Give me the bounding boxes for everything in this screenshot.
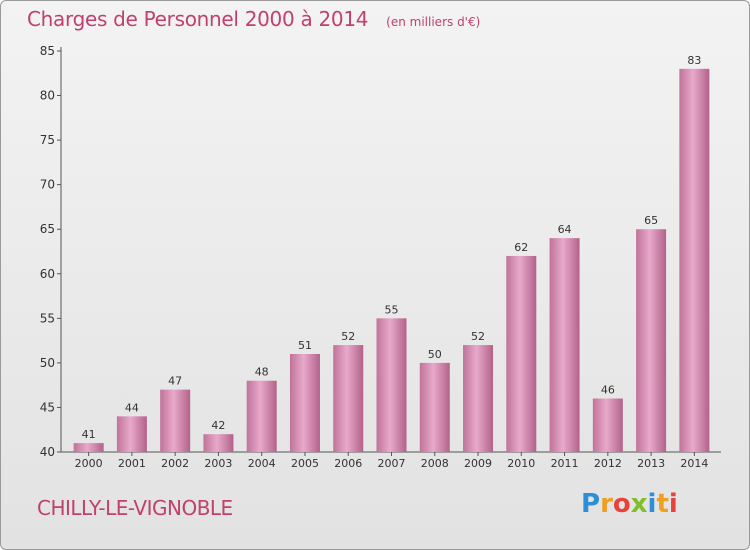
value-label: 83: [687, 54, 701, 67]
bar-2012: [592, 398, 623, 452]
y-tick-label: 55: [40, 311, 55, 325]
value-label: 47: [168, 375, 182, 388]
x-tick-label: 2001: [118, 457, 146, 470]
axes: 40 45 50 55 60 65 70 75 80 85: [40, 44, 721, 459]
value-label: 64: [558, 223, 572, 236]
y-tick-label: 45: [40, 400, 55, 414]
x-tick-label: 2006: [334, 457, 362, 470]
value-label: 51: [298, 339, 312, 352]
proxiti-logo[interactable]: Proxiti: [581, 489, 678, 519]
town-name: CHILLY-LE-VIGNOBLE: [37, 496, 233, 520]
y-tick-label: 85: [40, 44, 55, 58]
x-tick-label: 2012: [594, 457, 622, 470]
x-tick-label: 2008: [421, 457, 449, 470]
x-tick-label: 2011: [551, 457, 579, 470]
y-tick-label: 50: [40, 356, 55, 370]
bar-2005: [289, 353, 320, 452]
value-label: 50: [428, 348, 442, 361]
y-tick-label: 80: [40, 89, 55, 103]
title-row: Charges de Personnel 2000 à 2014 (en mill…: [27, 7, 480, 31]
chart-title: Charges de Personnel 2000 à 2014: [27, 7, 369, 31]
y-tick-label: 60: [40, 267, 55, 281]
y-tick-label: 70: [40, 178, 55, 192]
bar-2004: [246, 380, 277, 452]
x-tick-label: 2010: [507, 457, 535, 470]
value-label: 52: [471, 330, 485, 343]
y-tick-label: 75: [40, 133, 55, 147]
x-tick-label: 2004: [248, 457, 276, 470]
x-tick-label: 2000: [75, 457, 103, 470]
x-tick-label: 2005: [291, 457, 319, 470]
x-tick-label: 2007: [378, 457, 406, 470]
chart-subtitle: (en milliers d'€): [386, 15, 481, 29]
value-label: 65: [644, 214, 658, 227]
y-tick-label: 40: [40, 445, 55, 459]
value-label: 41: [82, 428, 96, 441]
value-label: 46: [601, 384, 615, 397]
value-label: 48: [255, 366, 269, 379]
value-label: 62: [514, 241, 528, 254]
x-tick-label: 2009: [464, 457, 492, 470]
labels: 2000 41 2001 44 2002 47 2003 42 2004 48 2005 51 2006…: [75, 54, 709, 470]
bar-2007: [376, 318, 407, 452]
bar-2006: [333, 345, 364, 452]
bar-2002: [160, 389, 191, 452]
bar-2008: [419, 362, 450, 452]
value-label: 44: [125, 401, 139, 414]
value-label: 55: [385, 303, 399, 316]
bar-2010: [506, 255, 537, 452]
bar-2013: [636, 229, 667, 452]
x-tick-label: 2003: [204, 457, 232, 470]
bar-2001: [116, 416, 147, 452]
bar-2011: [549, 238, 580, 452]
value-label: 52: [341, 330, 355, 343]
y-tick-label: 65: [40, 222, 55, 236]
bars: [73, 68, 710, 453]
bar-2003: [203, 434, 234, 452]
bar-2014: [679, 68, 710, 453]
bar-2000: [73, 443, 104, 452]
x-tick-label: 2013: [637, 457, 665, 470]
x-tick-label: 2002: [161, 457, 189, 470]
bar-2009: [463, 345, 494, 452]
value-label: 42: [211, 419, 225, 432]
x-tick-label: 2014: [680, 457, 708, 470]
